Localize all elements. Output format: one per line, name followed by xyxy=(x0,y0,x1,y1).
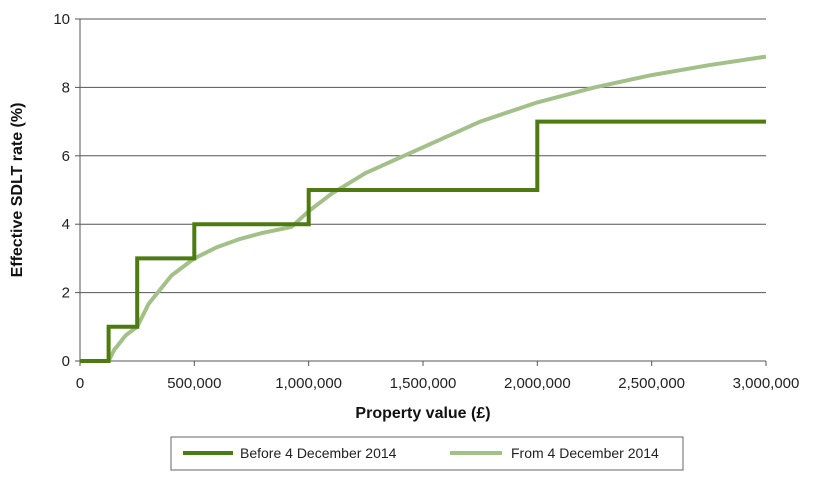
y-tick-label: 2 xyxy=(62,285,70,302)
x-tick-label: 3,000,000 xyxy=(733,375,800,392)
gridlines xyxy=(80,18,766,294)
y-tick-label: 0 xyxy=(62,353,70,370)
x-axis-title: Property value (£) xyxy=(355,405,490,422)
x-tick-label: 1,500,000 xyxy=(390,375,457,392)
x-tick-labels: 0 500,000 1,000,000 1,500,000 2,000,000 2,500… xyxy=(76,375,800,392)
legend-label-from: From 4 December 2014 xyxy=(511,445,659,461)
legend: Before 4 December 2014 From 4 December 2… xyxy=(170,436,684,471)
x-tick-label: 2,000,000 xyxy=(504,375,571,392)
y-axis-title: Effective SDLT rate (%) xyxy=(9,103,26,278)
series-line-before xyxy=(80,119,766,363)
series-line-from xyxy=(80,54,767,363)
legend-box xyxy=(170,436,684,471)
y-tick-label: 4 xyxy=(62,216,70,233)
x-tick-label: 0 xyxy=(76,375,84,392)
axes xyxy=(75,18,767,366)
legend-label-before: Before 4 December 2014 xyxy=(240,445,397,461)
x-tick-label: 1,000,000 xyxy=(275,375,342,392)
x-tick-label: 500,000 xyxy=(167,375,221,392)
x-tick-label: 2,500,000 xyxy=(618,375,685,392)
y-tick-label: 6 xyxy=(62,148,70,165)
y-tick-label: 10 xyxy=(53,11,70,28)
y-tick-label: 8 xyxy=(62,79,70,96)
series-lines xyxy=(80,54,767,363)
y-tick-labels: 0 2 4 6 8 10 xyxy=(53,11,70,370)
